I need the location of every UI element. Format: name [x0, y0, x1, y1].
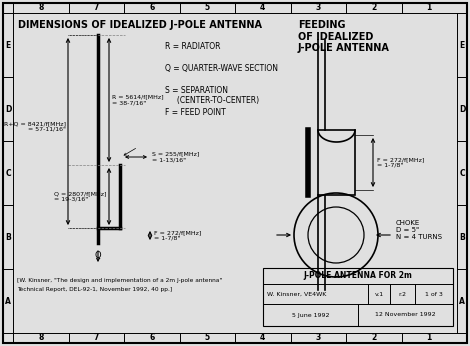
Text: D: D — [459, 104, 465, 113]
Text: 2: 2 — [371, 3, 376, 12]
Text: v.1: v.1 — [375, 291, 384, 297]
Text: 8: 8 — [38, 3, 43, 12]
Text: 5 June 1992: 5 June 1992 — [292, 312, 329, 318]
Text: R = 5614/f[MHz]
= 38-7/16": R = 5614/f[MHz] = 38-7/16" — [112, 94, 164, 106]
Text: 7: 7 — [94, 334, 99, 343]
Text: R+Q = 8421/f[MHz]
= 57-11/16": R+Q = 8421/f[MHz] = 57-11/16" — [4, 121, 66, 132]
Text: Q = 2807/f[MHz]
= 19-3/16": Q = 2807/f[MHz] = 19-3/16" — [54, 191, 107, 202]
Text: 4: 4 — [260, 3, 266, 12]
Text: [W. Kinsner, "The design and implementation of a 2m J-pole antenna": [W. Kinsner, "The design and implementat… — [17, 278, 222, 283]
Text: S = 255/f[MHz]
= 1-13/16": S = 255/f[MHz] = 1-13/16" — [152, 152, 199, 162]
Text: 6: 6 — [149, 3, 154, 12]
Text: Q: Q — [94, 251, 102, 260]
Text: C: C — [5, 169, 11, 177]
Text: Technical Report, DEL-92-1, November 1992, 40 pp.]: Technical Report, DEL-92-1, November 199… — [17, 287, 172, 292]
Text: 6: 6 — [149, 334, 154, 343]
Bar — [318, 130, 355, 195]
Text: 3: 3 — [316, 3, 321, 12]
Text: A: A — [459, 297, 465, 306]
Text: F = 272/f[MHz]
= 1-7/8": F = 272/f[MHz] = 1-7/8" — [154, 230, 201, 241]
Text: C: C — [459, 169, 465, 177]
Text: r.2: r.2 — [399, 291, 407, 297]
Text: F = FEED POINT: F = FEED POINT — [165, 108, 226, 117]
Text: 12 November 1992: 12 November 1992 — [375, 312, 436, 318]
Text: A: A — [5, 297, 11, 306]
Text: 5: 5 — [205, 3, 210, 12]
Text: 2: 2 — [371, 334, 376, 343]
Text: S = SEPARATION
     (CENTER-TO-CENTER): S = SEPARATION (CENTER-TO-CENTER) — [165, 86, 259, 106]
Text: Q = QUARTER-WAVE SECTION: Q = QUARTER-WAVE SECTION — [165, 64, 278, 73]
Text: B: B — [459, 233, 465, 242]
Text: E: E — [459, 40, 465, 49]
Text: E: E — [5, 40, 11, 49]
Text: D: D — [5, 104, 11, 113]
Text: 4: 4 — [260, 334, 266, 343]
Text: J-POLE ANTENNA FOR 2m: J-POLE ANTENNA FOR 2m — [304, 272, 413, 281]
Bar — [263, 268, 453, 326]
Text: 1: 1 — [427, 3, 432, 12]
Text: 3: 3 — [316, 334, 321, 343]
Text: R = RADIATOR: R = RADIATOR — [165, 42, 220, 51]
Text: B: B — [5, 233, 11, 242]
Text: 8: 8 — [38, 334, 43, 343]
Text: 1: 1 — [427, 334, 432, 343]
Text: W. Kinsner, VE4WK: W. Kinsner, VE4WK — [267, 291, 326, 297]
Text: 5: 5 — [205, 334, 210, 343]
Text: 7: 7 — [94, 3, 99, 12]
Text: 1 of 3: 1 of 3 — [425, 291, 443, 297]
Text: CHOKE
D = 5"
N = 4 TURNS: CHOKE D = 5" N = 4 TURNS — [396, 220, 442, 240]
Text: DIMENSIONS OF IDEALIZED J-POLE ANTENNA: DIMENSIONS OF IDEALIZED J-POLE ANTENNA — [18, 20, 262, 30]
Text: FEEDING
OF IDEALIZED
J-POLE ANTENNA: FEEDING OF IDEALIZED J-POLE ANTENNA — [298, 20, 390, 53]
Text: F = 272/f[MHz]
= 1-7/8": F = 272/f[MHz] = 1-7/8" — [377, 157, 424, 168]
